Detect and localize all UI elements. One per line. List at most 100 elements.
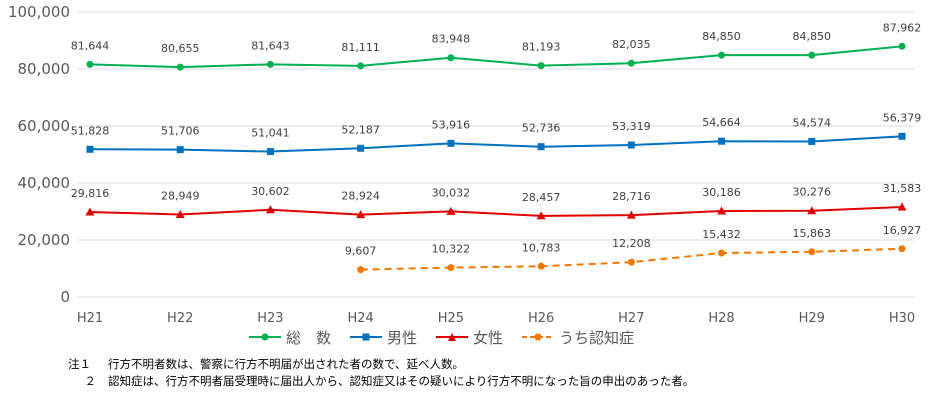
- data-point: [718, 51, 726, 59]
- data-point: [537, 62, 545, 70]
- data-label: 54,574: [793, 116, 832, 129]
- data-label: 87,962: [883, 21, 922, 34]
- data-label: 54,664: [702, 116, 741, 129]
- data-label: 52,187: [341, 123, 380, 136]
- x-tick-label: H21: [77, 311, 103, 326]
- data-point: [808, 51, 816, 59]
- series-0: 81,644 80,655 81,643 81,111 83,948 81,193 82,0…: [71, 21, 922, 71]
- y-tick-label: 100,000: [8, 3, 70, 21]
- series-line: [89, 45, 903, 69]
- data-point: [176, 63, 184, 71]
- data-label: 81,193: [522, 41, 561, 54]
- data-label: 53,319: [612, 120, 651, 133]
- data-label: 28,924: [341, 190, 380, 203]
- data-point: [85, 207, 95, 216]
- legend-label-total: 総 数: [286, 328, 332, 347]
- x-tick-label: H27: [618, 311, 644, 326]
- x-tick-label: H26: [528, 311, 554, 326]
- footnote-2-number: ２: [84, 374, 97, 388]
- series-group: 81,644 80,655 81,643 81,111 83,948 81,193 82,0…: [71, 21, 922, 274]
- data-point: [898, 42, 906, 50]
- legend-marker-total: [249, 333, 281, 341]
- data-point: [537, 143, 545, 151]
- data-label: 30,032: [432, 186, 471, 199]
- data-label: 84,850: [702, 30, 741, 43]
- data-label: 51,706: [161, 125, 200, 138]
- data-point: [718, 137, 726, 145]
- data-label: 53,916: [432, 118, 471, 131]
- data-point: [808, 137, 816, 145]
- legend-marker-dementia: [522, 333, 555, 341]
- data-point: [898, 132, 906, 140]
- data-point: [175, 209, 185, 218]
- legend-label-male: 男性: [387, 328, 418, 347]
- data-point: [627, 258, 635, 266]
- data-label: 80,655: [161, 42, 200, 55]
- data-point: [357, 144, 365, 152]
- footnote-1-text: 行方不明者数は、警察に行方不明届が出された者の数で、延べ人数。: [108, 357, 465, 371]
- data-label: 28,716: [612, 190, 651, 203]
- data-label: 30,602: [251, 185, 290, 198]
- data-label: 30,276: [793, 186, 832, 199]
- data-point: [176, 146, 184, 154]
- x-tick-label: H23: [257, 311, 283, 326]
- data-label: 81,111: [341, 41, 380, 54]
- data-label: 31,583: [883, 182, 922, 195]
- data-point: [717, 206, 727, 215]
- data-point: [537, 262, 545, 270]
- legend: 総 数 男性 女性 うち認知症: [248, 326, 652, 348]
- data-point: [627, 59, 635, 67]
- data-label: 52,736: [522, 122, 561, 135]
- data-point: [357, 62, 365, 70]
- y-tick-label: 80,000: [18, 60, 71, 78]
- legend-item-male: 男性: [349, 327, 417, 348]
- data-label: 10,322: [432, 243, 471, 256]
- data-point: [898, 245, 906, 253]
- legend-item-total: 総 数: [248, 327, 331, 348]
- footnote-1: 注１ 行方不明者数は、警察に行方不明届が出された者の数で、延べ人数。: [68, 356, 694, 373]
- x-tick-label: H30: [889, 311, 915, 326]
- data-label: 51,041: [251, 127, 290, 140]
- data-label: 30,186: [702, 186, 741, 199]
- x-tick-label: H24: [348, 311, 374, 326]
- y-tick-label: 0: [60, 288, 70, 306]
- data-label: 51,828: [71, 124, 110, 137]
- data-point: [626, 210, 636, 219]
- legend-item-dementia: うち認知症: [521, 327, 634, 348]
- x-tick-label: H28: [708, 311, 734, 326]
- footnote-2: ２ 認知症は、行方不明者届受理時に届出人から、認知症又はその疑いにより行方不明にな…: [68, 373, 695, 390]
- data-point: [265, 205, 275, 214]
- data-point: [536, 211, 546, 220]
- data-point: [266, 60, 274, 68]
- data-label: 82,035: [612, 38, 651, 51]
- legend-label-female: 女性: [473, 328, 504, 347]
- data-point: [447, 54, 455, 62]
- data-label: 56,379: [883, 111, 922, 124]
- legend-marker-male: [350, 333, 383, 341]
- data-point: [266, 148, 274, 156]
- data-point: [718, 249, 726, 257]
- footnote-2-text: 認知症は、行方不明者届受理時に届出人から、認知症又はその疑いにより行方不明になっ…: [108, 374, 695, 388]
- y-tick-label: 20,000: [18, 231, 71, 249]
- data-label: 83,948: [432, 33, 471, 46]
- data-point: [897, 202, 907, 211]
- y-tick-label: 40,000: [18, 174, 71, 192]
- x-axis-ticks: H21 H22 H23 H24 H25 H26 H27 H28 H29 H30: [77, 311, 915, 326]
- data-label: 81,644: [71, 39, 110, 52]
- data-point: [356, 210, 366, 219]
- data-point: [357, 266, 365, 274]
- data-point: [447, 139, 455, 147]
- footnote-1-number: 注１: [68, 357, 91, 371]
- data-label: 15,863: [793, 227, 832, 240]
- series-1: 51,828 51,706 51,041 52,187 53,916 52,736 53,3…: [71, 111, 922, 156]
- data-label: 84,850: [793, 30, 832, 43]
- y-tick-label: 60,000: [18, 117, 71, 135]
- data-label: 28,949: [161, 189, 200, 202]
- series-line: [89, 205, 903, 217]
- data-label: 12,208: [612, 237, 651, 250]
- legend-item-female: 女性: [435, 327, 503, 348]
- data-label: 29,816: [71, 187, 110, 200]
- gridlines: [78, 11, 914, 298]
- data-point: [447, 264, 455, 272]
- footnotes: 注１ 行方不明者数は、警察に行方不明届が出された者の数で、延べ人数。 ２ 認知症は、…: [68, 356, 694, 390]
